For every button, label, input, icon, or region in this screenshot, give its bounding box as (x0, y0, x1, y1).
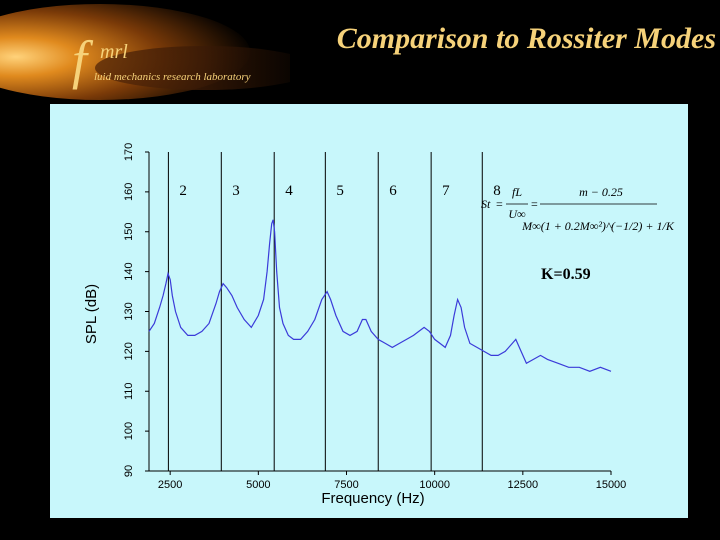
strouhal-equation: St = fL U∞ = m − 0.25 M∞(1 + 0.2M∞²)^(−1… (481, 185, 675, 233)
logo-abbrev: mrl (100, 41, 128, 63)
y-tick-label: 90 (123, 465, 135, 477)
chart-series (148, 219, 612, 372)
equation-equals-1: = (496, 197, 503, 211)
x-tick-label: 5000 (246, 479, 270, 491)
rossiter-modes: 2 3 4 5 6 7 8 (167, 152, 501, 471)
x-tick-label: 12500 (508, 479, 539, 491)
x-tick-label: 15000 (596, 479, 627, 491)
equation-numerator-left: fL (512, 185, 522, 199)
spl-chart: 2 3 4 5 6 7 8 90 100 110 120 130 140 150 160 170 2500 50… (83, 143, 675, 507)
rossiter-mode-label: 6 (389, 183, 397, 199)
slide-title: Comparison to Rossiter Modes (336, 22, 716, 55)
k-value-label: K=0.59 (541, 266, 591, 283)
logo-swoosh (95, 46, 290, 90)
logo-lab-name: luid mechanics research laboratory (94, 71, 251, 83)
chart-panel: 2 3 4 5 6 7 8 90 100 110 120 130 140 150 160 170 2500 50… (50, 104, 688, 518)
rossiter-mode-label: 2 (179, 183, 187, 199)
y-tick-label: 100 (123, 422, 135, 440)
equation-denominator-left: U∞ (508, 207, 526, 221)
equation-numerator-right: m − 0.25 (579, 185, 623, 199)
y-tick-label: 120 (123, 342, 135, 360)
y-tick-label: 110 (123, 382, 135, 400)
fmrl-logo: f mrl luid mechanics research laboratory (0, 4, 290, 100)
x-tick-label: 10000 (419, 479, 450, 491)
y-tick-label: 140 (123, 262, 135, 280)
chart-axes: 90 100 110 120 130 140 150 160 170 2500 5000 7500 10… (123, 143, 626, 491)
x-axis-title: Frequency (Hz) (321, 490, 424, 507)
spl-series-line (148, 219, 612, 372)
equation-lhs: St (481, 197, 491, 211)
rossiter-mode-label: 5 (336, 183, 344, 199)
y-tick-label: 160 (123, 183, 135, 201)
x-tick-label: 2500 (158, 479, 182, 491)
rossiter-mode-label: 7 (442, 183, 450, 199)
equation-equals-2: = (531, 197, 538, 211)
rossiter-mode-label: 4 (285, 183, 293, 199)
rossiter-mode-label: 3 (232, 183, 240, 199)
x-tick-label: 7500 (334, 479, 358, 491)
rossiter-mode-label: 8 (493, 183, 501, 199)
y-tick-label: 130 (123, 302, 135, 320)
y-axis-title: SPL (dB) (83, 284, 100, 344)
y-tick-label: 170 (123, 143, 135, 161)
equation-denominator-right: M∞(1 + 0.2M∞²)^(−1/2) + 1/K (521, 219, 675, 233)
y-tick-label: 150 (123, 223, 135, 241)
